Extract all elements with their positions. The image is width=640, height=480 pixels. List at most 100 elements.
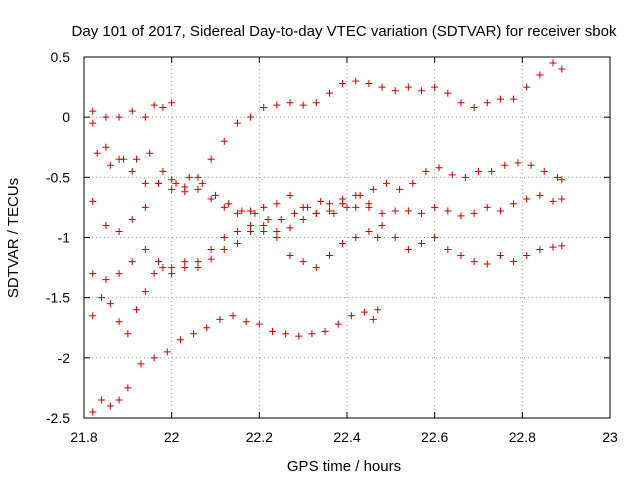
- data-point: [444, 207, 452, 215]
- data-point: [233, 227, 241, 235]
- data-point: [365, 79, 373, 87]
- data-point: [339, 240, 347, 248]
- data-point: [225, 200, 233, 208]
- data-point: [461, 173, 469, 181]
- data-point: [216, 315, 224, 323]
- data-point: [312, 264, 320, 272]
- data-point: [369, 315, 377, 323]
- data-point: [286, 99, 294, 107]
- data-point: [106, 161, 114, 169]
- data-point: [220, 137, 228, 145]
- data-point: [365, 227, 373, 235]
- data-point: [115, 227, 123, 235]
- y-tick-label: -2: [58, 350, 71, 366]
- data-point: [181, 183, 189, 191]
- data-point: [185, 173, 193, 181]
- data-point: [374, 306, 382, 314]
- data-point: [514, 159, 522, 167]
- data-point: [260, 203, 268, 211]
- data-point: [339, 79, 347, 87]
- x-axis-title: GPS time / hours: [287, 458, 401, 475]
- data-point: [198, 179, 206, 187]
- data-point: [488, 167, 496, 175]
- y-tick-label: -1.5: [46, 290, 70, 306]
- data-point: [496, 95, 504, 103]
- data-point: [369, 185, 377, 193]
- data-point: [168, 176, 176, 184]
- data-point: [212, 191, 219, 199]
- y-tick-label: -1: [58, 230, 71, 246]
- data-point: [510, 200, 518, 208]
- data-point: [273, 227, 281, 235]
- data-point: [207, 155, 215, 163]
- data-point: [523, 83, 531, 91]
- data-point: [89, 197, 97, 205]
- data-point: [347, 312, 355, 320]
- grid: [84, 57, 610, 418]
- data-point: [382, 179, 390, 187]
- data-point: [321, 327, 329, 335]
- data-point: [168, 99, 176, 107]
- data-point: [133, 306, 141, 314]
- data-point: [343, 203, 351, 211]
- data-point: [190, 330, 198, 338]
- data-point: [102, 113, 110, 121]
- data-point: [115, 318, 123, 326]
- data-point: [119, 155, 127, 163]
- data-point: [115, 113, 123, 121]
- data-point: [470, 258, 478, 266]
- data-point: [418, 209, 426, 217]
- data-point: [391, 207, 399, 215]
- data-point: [409, 179, 417, 187]
- data-point: [93, 149, 101, 157]
- x-tick-label: 22.6: [421, 429, 448, 445]
- data-point: [168, 270, 176, 278]
- data-point: [106, 300, 114, 308]
- data-point: [374, 234, 382, 241]
- data-point: [378, 209, 386, 217]
- data-point: [233, 240, 241, 248]
- data-point: [457, 99, 465, 107]
- data-point: [98, 294, 106, 302]
- data-point: [496, 207, 504, 215]
- data-point: [273, 101, 281, 109]
- data-point: [106, 402, 114, 410]
- data-point: [264, 215, 272, 223]
- data-point: [159, 104, 167, 112]
- data-point: [501, 161, 509, 169]
- data-point: [251, 209, 259, 217]
- y-tick-label: -2.5: [46, 410, 70, 426]
- data-point: [141, 179, 149, 187]
- series-track-1: [89, 59, 566, 196]
- data-point: [194, 258, 202, 266]
- data-point: [510, 258, 518, 266]
- data-point: [242, 318, 250, 326]
- data-point: [128, 258, 136, 266]
- data-point: [181, 264, 189, 272]
- data-point: [89, 119, 97, 127]
- y-tick-label: 0.5: [51, 49, 71, 65]
- data-point: [457, 252, 465, 260]
- data-point: [247, 227, 255, 235]
- data-point: [168, 185, 176, 193]
- data-point: [404, 83, 412, 91]
- data-points: [89, 59, 566, 416]
- data-point: [317, 197, 325, 205]
- data-point: [286, 191, 294, 199]
- data-point: [124, 330, 132, 338]
- series-track-4: [89, 176, 566, 235]
- x-tick-label: 22.2: [246, 429, 273, 445]
- data-point: [150, 101, 158, 109]
- x-tick-label: 22: [164, 429, 180, 445]
- data-point: [435, 164, 443, 172]
- data-point: [325, 252, 333, 260]
- x-tick-label: 21.8: [70, 429, 97, 445]
- x-tick-label: 22.8: [509, 429, 536, 445]
- series-track-3: [93, 149, 566, 223]
- data-point: [549, 243, 557, 251]
- data-point: [141, 203, 149, 211]
- data-point: [102, 276, 110, 284]
- data-point: [523, 195, 531, 203]
- data-point: [255, 320, 263, 328]
